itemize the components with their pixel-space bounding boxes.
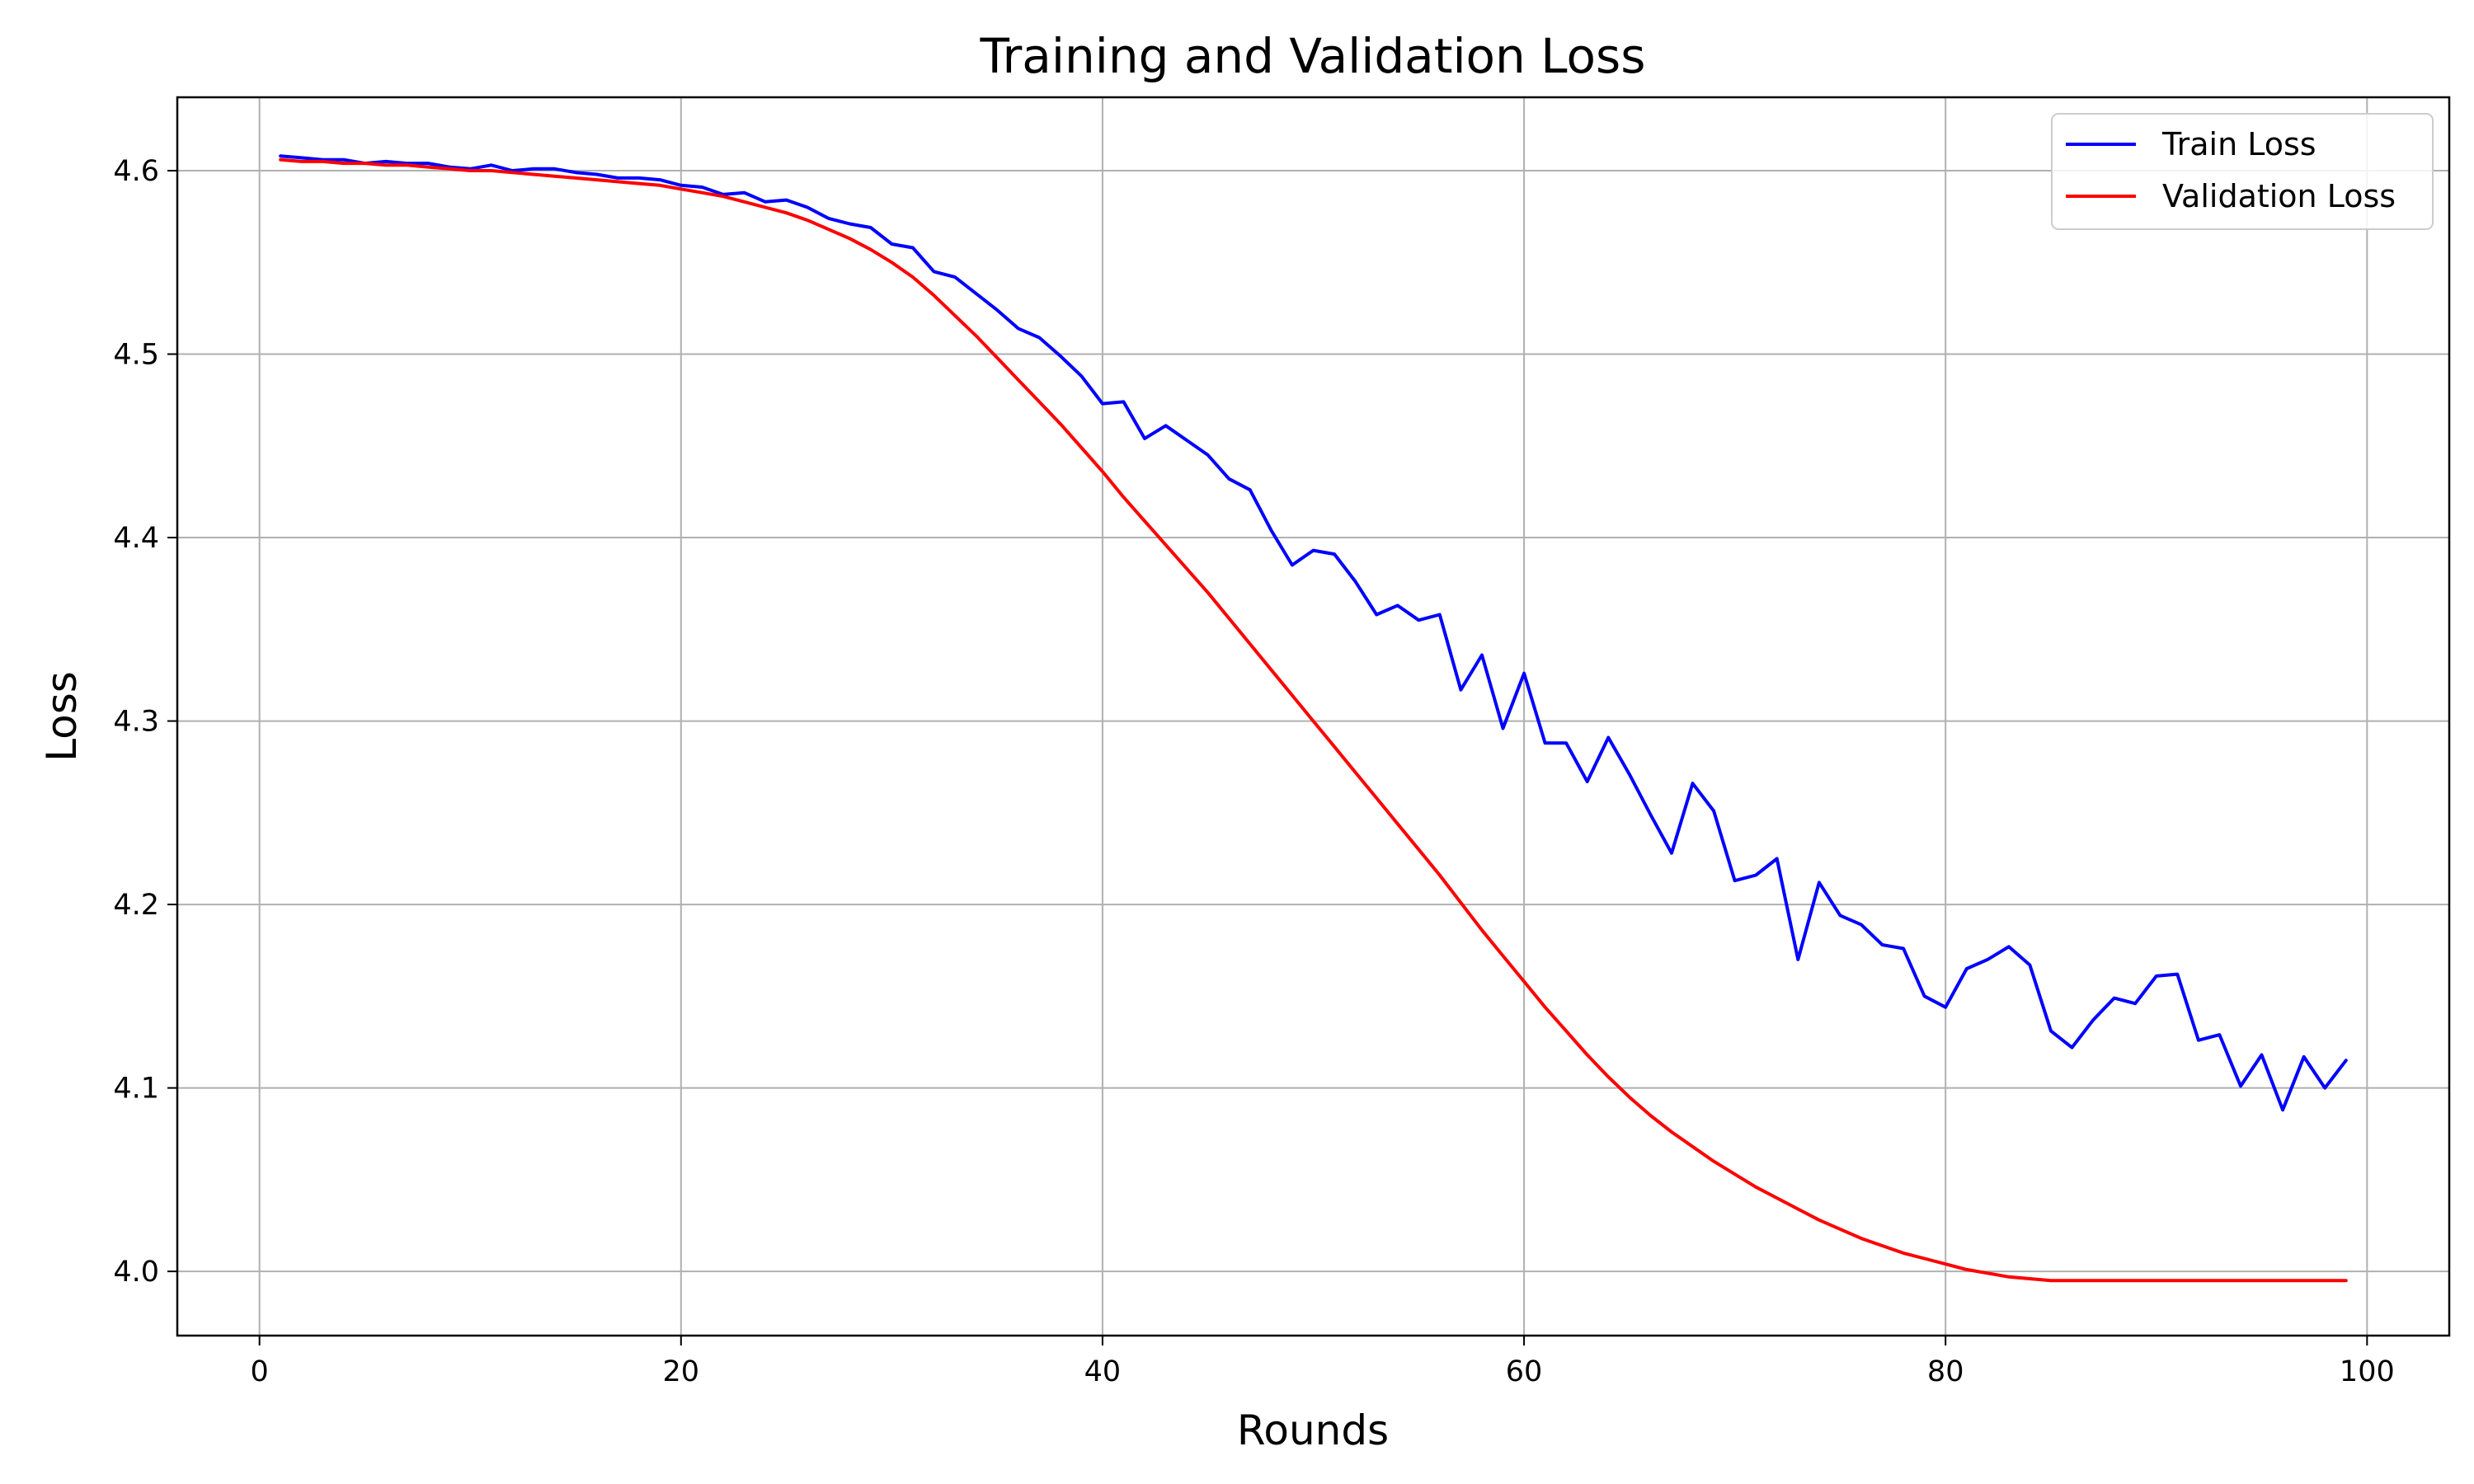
- x-tick-label: 0: [251, 1355, 269, 1388]
- x-tick-label: 60: [1506, 1355, 1543, 1388]
- ticks: 0 20 40 60 80 100 4.0 4.1 4.2 4.3 4.4 4.5 4.6: [113, 155, 2394, 1388]
- x-tick-label: 80: [1927, 1355, 1964, 1388]
- y-tick-label: 4.2: [113, 889, 159, 922]
- series-line-validation-loss: [279, 157, 2348, 1283]
- chart-title: Training and Validation Loss: [980, 28, 1646, 84]
- y-tick-label: 4.1: [113, 1073, 159, 1106]
- legend-frame: [2051, 113, 2434, 230]
- plot-frame: [176, 96, 2451, 1337]
- y-tick-label: 4.3: [113, 706, 159, 739]
- y-tick-label: 4.6: [113, 155, 159, 188]
- legend-label-train-loss: Train Loss: [2161, 126, 2316, 162]
- legend: Train Loss Validation Loss: [2051, 113, 2434, 230]
- x-axis-label: Rounds: [1237, 1407, 1389, 1454]
- series-layer: [279, 154, 2348, 1283]
- legend-label-validation-loss: Validation Loss: [2162, 178, 2396, 214]
- series-line-train-loss: [279, 154, 2348, 1112]
- y-tick-label: 4.5: [113, 339, 159, 372]
- y-tick-label: 4.0: [113, 1256, 159, 1289]
- y-tick-label: 4.4: [113, 522, 159, 555]
- x-tick-label: 40: [1084, 1355, 1122, 1388]
- x-tick-label: 100: [2340, 1355, 2395, 1388]
- y-axis-label: Loss: [38, 671, 86, 762]
- x-tick-label: 20: [663, 1355, 700, 1388]
